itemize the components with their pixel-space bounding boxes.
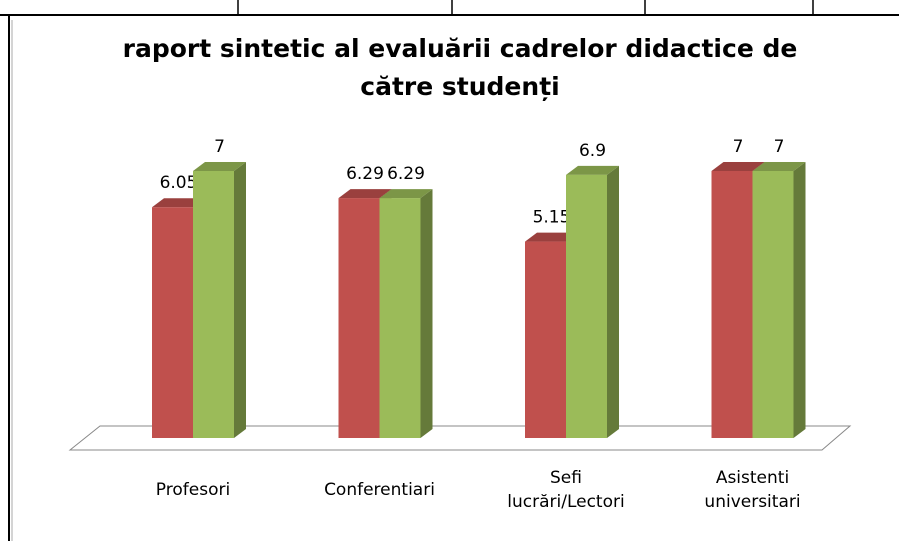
bar-front bbox=[525, 241, 566, 438]
bar-side bbox=[607, 165, 619, 439]
data-label: 7 bbox=[214, 137, 225, 157]
data-label: 5.15 bbox=[533, 208, 571, 228]
bar-top bbox=[566, 165, 619, 175]
x-tick-label: Sefi lucrări/Lectori bbox=[507, 468, 624, 512]
bar bbox=[379, 189, 433, 438]
bar-side bbox=[793, 162, 806, 438]
bar-top bbox=[525, 232, 578, 242]
data-label: 6.05 bbox=[160, 173, 198, 193]
data-label: 6.9 bbox=[579, 141, 606, 161]
x-tick-label: Conferentiari bbox=[324, 480, 435, 500]
chart-title: raport sintetic al evaluării cadrelor di… bbox=[122, 34, 798, 101]
floor bbox=[68, 425, 852, 451]
bar-top bbox=[152, 198, 205, 208]
bar-top bbox=[193, 162, 246, 171]
bar-front bbox=[566, 174, 607, 439]
data-label: 7 bbox=[774, 137, 785, 157]
bar-front bbox=[711, 171, 753, 438]
x-tick-label: Asistenti universitari bbox=[704, 468, 800, 512]
data-label: 7 bbox=[733, 137, 744, 157]
bar-front bbox=[379, 198, 421, 438]
bar-front bbox=[338, 198, 380, 438]
bar bbox=[566, 165, 619, 439]
data-label: 6.29 bbox=[346, 164, 384, 184]
bar-top bbox=[379, 189, 433, 199]
data-label: 6.29 bbox=[387, 164, 425, 184]
bar-top bbox=[338, 189, 392, 199]
bar-front bbox=[152, 207, 193, 438]
bar bbox=[193, 162, 246, 438]
bar-side bbox=[234, 162, 246, 438]
bar-top bbox=[711, 162, 765, 171]
bar-side bbox=[420, 189, 433, 438]
bar-front bbox=[193, 171, 234, 438]
bar-front bbox=[752, 171, 794, 438]
bar bbox=[752, 162, 806, 438]
x-tick-label: Profesori bbox=[156, 480, 230, 500]
bar-top bbox=[752, 162, 806, 171]
